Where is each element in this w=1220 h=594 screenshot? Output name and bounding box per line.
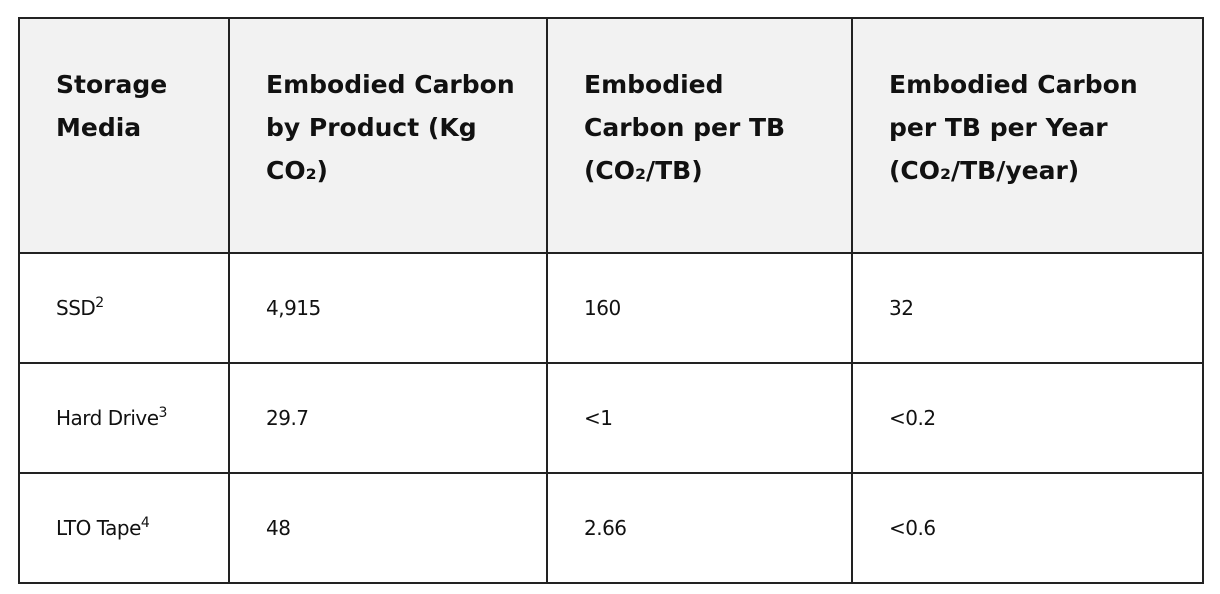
value-cell: 48 bbox=[228, 472, 548, 584]
table-body: SSD2 4,915 160 32 Hard Drive3 29.7 <1 <0.2 LTO T… bbox=[18, 252, 1204, 584]
media-cell: LTO Tape4 bbox=[18, 472, 230, 584]
value-cell: 29.7 bbox=[228, 362, 548, 474]
media-name: Hard Drive bbox=[56, 406, 159, 430]
value-cell: 160 bbox=[546, 252, 853, 364]
table-row: SSD2 4,915 160 32 bbox=[18, 252, 1204, 364]
value-cell: 4,915 bbox=[228, 252, 548, 364]
header-cell: Storage Media bbox=[18, 17, 230, 254]
table-row: Hard Drive3 29.7 <1 <0.2 bbox=[18, 362, 1204, 474]
header-cell: Embodied Carbon per TB per Year (CO₂/TB/… bbox=[851, 17, 1204, 254]
header-row: Storage Media Embodied Carbon by Product … bbox=[18, 17, 1204, 254]
header-cell: Embodied Carbon by Product (Kg CO₂) bbox=[228, 17, 548, 254]
carbon-table: Storage Media Embodied Carbon by Product … bbox=[18, 17, 1204, 584]
value-cell: <1 bbox=[546, 362, 853, 474]
footnote-ref: 3 bbox=[158, 405, 168, 421]
footnote-ref: 4 bbox=[140, 515, 150, 531]
footnote-ref: 2 bbox=[95, 295, 104, 311]
media-cell: SSD2 bbox=[18, 252, 230, 364]
media-name: LTO Tape bbox=[56, 516, 141, 540]
value-cell: <0.2 bbox=[851, 362, 1204, 474]
value-cell: <0.6 bbox=[851, 472, 1204, 584]
media-name: SSD bbox=[56, 296, 96, 320]
value-cell: 2.66 bbox=[546, 472, 853, 584]
header-cell: Embodied Carbon per TB (CO₂/TB) bbox=[546, 17, 853, 254]
media-cell: Hard Drive3 bbox=[18, 362, 230, 474]
table-row: LTO Tape4 48 2.66 <0.6 bbox=[18, 472, 1204, 584]
table-header: Storage Media Embodied Carbon by Product … bbox=[18, 17, 1204, 254]
value-cell: 32 bbox=[851, 252, 1204, 364]
